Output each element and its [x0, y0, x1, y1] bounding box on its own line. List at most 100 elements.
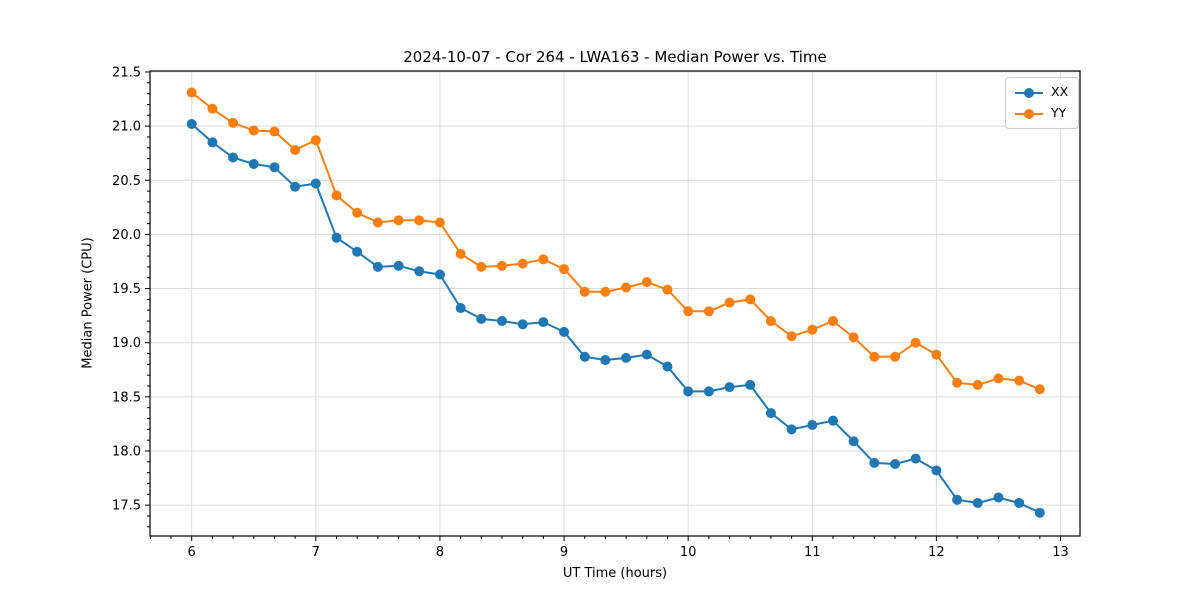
- marker-yy: [724, 297, 735, 308]
- marker-yy: [331, 190, 342, 201]
- marker-yy: [848, 332, 859, 343]
- marker-yy: [1014, 375, 1025, 386]
- marker-yy: [186, 87, 197, 98]
- marker-yy: [1034, 384, 1045, 395]
- legend-line-marker-icon: [1015, 87, 1043, 98]
- marker-yy: [600, 286, 611, 297]
- x-tick-label: 6: [188, 545, 196, 560]
- marker-xx: [890, 458, 901, 469]
- x-tick-label: 8: [436, 545, 444, 560]
- marker-yy: [972, 379, 983, 390]
- marker-xx: [352, 246, 363, 257]
- marker-yy: [352, 207, 363, 218]
- marker-yy: [641, 277, 652, 288]
- marker-xx: [972, 497, 983, 508]
- marker-yy: [952, 377, 963, 388]
- marker-yy: [207, 103, 218, 114]
- marker-xx: [207, 137, 218, 148]
- marker-xx: [786, 424, 797, 435]
- marker-xx: [745, 379, 756, 390]
- y-tick-label: 20.5: [112, 174, 141, 189]
- marker-yy: [414, 215, 425, 226]
- y-tick-label: 17.5: [112, 499, 141, 514]
- marker-xx: [331, 232, 342, 243]
- marker-xx: [641, 349, 652, 360]
- marker-yy: [372, 217, 383, 228]
- legend-item-xx: XX: [1014, 82, 1068, 103]
- marker-yy: [807, 324, 818, 335]
- marker-xx: [828, 415, 839, 426]
- marker-xx: [765, 408, 776, 419]
- marker-xx: [372, 261, 383, 272]
- marker-xx: [455, 303, 466, 314]
- marker-xx: [993, 492, 1004, 503]
- legend-item-yy: YY: [1014, 103, 1068, 124]
- y-tick-label: 21.0: [112, 120, 141, 135]
- marker-xx: [290, 181, 301, 192]
- marker-xx: [228, 152, 239, 163]
- y-tick-label: 19.5: [112, 282, 141, 297]
- marker-yy: [434, 217, 445, 228]
- marker-xx: [269, 162, 280, 173]
- marker-xx: [579, 351, 590, 362]
- marker-yy: [910, 337, 921, 348]
- marker-yy: [828, 316, 839, 327]
- marker-yy: [517, 258, 528, 269]
- marker-yy: [290, 144, 301, 155]
- marker-xx: [1034, 507, 1045, 518]
- marker-yy: [496, 260, 507, 271]
- x-tick-label: 12: [928, 545, 945, 560]
- marker-xx: [848, 436, 859, 447]
- marker-xx: [393, 260, 404, 271]
- marker-xx: [621, 352, 632, 363]
- x-tick-label: 13: [1052, 545, 1069, 560]
- marker-yy: [765, 316, 776, 327]
- marker-xx: [931, 465, 942, 476]
- marker-yy: [993, 373, 1004, 384]
- y-tick-label: 18.0: [112, 444, 141, 459]
- marker-xx: [476, 313, 487, 324]
- marker-yy: [228, 117, 239, 128]
- marker-xx: [1014, 497, 1025, 508]
- axes-spines: [149, 70, 1081, 537]
- marker-yy: [538, 254, 549, 265]
- marker-yy: [683, 306, 694, 317]
- marker-xx: [559, 326, 570, 337]
- y-tick-label: 18.5: [112, 390, 141, 405]
- marker-xx: [538, 317, 549, 328]
- marker-xx: [724, 382, 735, 393]
- marker-yy: [248, 125, 259, 136]
- marker-yy: [269, 126, 280, 137]
- marker-yy: [393, 215, 404, 226]
- marker-yy: [745, 294, 756, 305]
- marker-xx: [952, 494, 963, 505]
- marker-xx: [910, 453, 921, 464]
- marker-xx: [600, 355, 611, 366]
- marker-xx: [703, 386, 714, 397]
- marker-yy: [703, 306, 714, 317]
- marker-yy: [455, 248, 466, 259]
- marker-yy: [662, 284, 673, 295]
- marker-xx: [186, 118, 197, 129]
- marker-yy: [310, 135, 321, 146]
- y-tick-label: 21.5: [112, 65, 141, 80]
- marker-yy: [579, 286, 590, 297]
- marker-yy: [476, 261, 487, 272]
- x-tick-label: 10: [680, 545, 697, 560]
- marker-yy: [786, 331, 797, 342]
- marker-xx: [517, 319, 528, 330]
- legend-line-marker-icon: [1015, 108, 1043, 119]
- chart-title: 2024-10-07 - Cor 264 - LWA163 - Median P…: [403, 48, 827, 66]
- legend-label: YY: [1051, 105, 1067, 121]
- marker-xx: [869, 457, 880, 468]
- x-axis-label: UT Time (hours): [562, 566, 668, 581]
- y-tick-label: 20.0: [112, 228, 141, 243]
- legend-label: XX: [1051, 84, 1069, 100]
- marker-yy: [559, 264, 570, 275]
- x-tick-label: 11: [804, 545, 821, 560]
- y-axis-label: Median Power (CPU): [80, 237, 96, 369]
- legend: XX YY: [1005, 77, 1080, 129]
- marker-xx: [310, 178, 321, 189]
